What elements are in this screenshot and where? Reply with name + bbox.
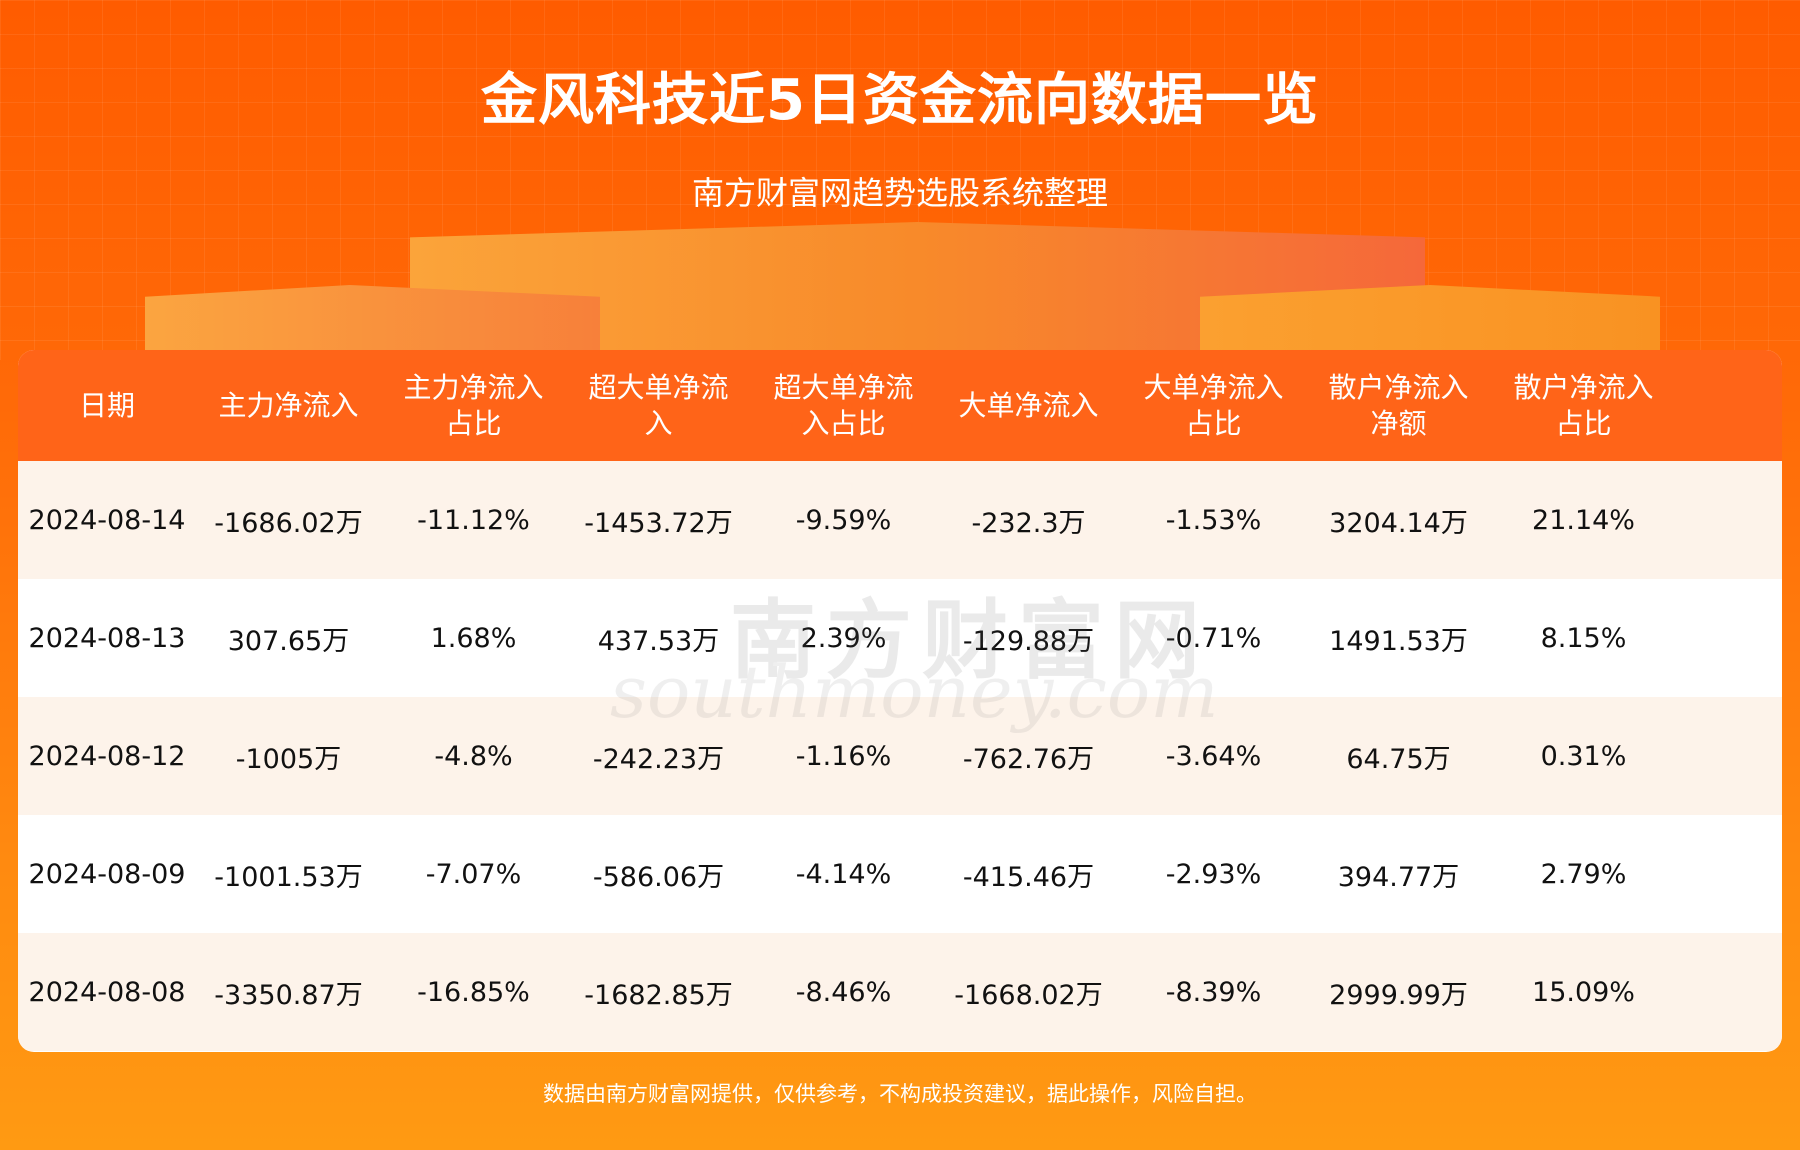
- value-cell: 437.53万: [597, 625, 720, 657]
- value-cell: 2999.99万: [1329, 979, 1468, 1011]
- value-cell: 394.77万: [1337, 861, 1460, 893]
- value-cell: -8.46%: [795, 976, 892, 1008]
- page-title: 金风科技近5日资金流向数据一览: [481, 68, 1319, 133]
- column-header: 散户净流入 净额: [1328, 370, 1469, 440]
- value-cell: 1.68%: [430, 622, 517, 654]
- value-cell: -3.64%: [1165, 740, 1262, 772]
- footer-disclaimer: 数据由南方财富网提供，仅供参考，不构成投资建议，据此操作，风险自担。: [543, 1082, 1257, 1106]
- decor-block-left: [145, 285, 600, 350]
- table-header: 日期 主力净流入 主力净流入 占比 超大单净流 入超大单净流 入占比 大单净流入 大单净流…: [18, 350, 1782, 461]
- column-header: 日期: [78, 388, 135, 422]
- value-cell: 21.14%: [1532, 504, 1635, 536]
- value-cell: -3350.87万: [214, 979, 363, 1011]
- value-cell: -415.46万: [962, 861, 1095, 893]
- column-header: 超大单净流 入: [588, 370, 729, 440]
- value-cell: -242.23万: [592, 743, 725, 775]
- value-cell: 1491.53万: [1329, 625, 1468, 657]
- value-cell: -11.12%: [417, 504, 530, 536]
- value-cell: -1.53%: [1165, 504, 1262, 536]
- value-cell: -1453.72万: [584, 507, 733, 539]
- value-cell: 3204.14万: [1329, 507, 1468, 539]
- value-cell: 307.65万: [227, 625, 350, 657]
- value-cell: 15.09%: [1532, 976, 1635, 1008]
- value-cell: -4.14%: [795, 858, 892, 890]
- table-row: 2024-08-08 -3350.87万 -16.85% -1682.85万 -8.46…: [18, 933, 1782, 1051]
- value-cell: -1668.02万: [954, 979, 1103, 1011]
- value-cell: -0.71%: [1165, 622, 1262, 654]
- value-cell: -4.8%: [434, 740, 513, 772]
- value-cell: -586.06万: [592, 861, 725, 893]
- value-cell: -232.3万: [971, 507, 1086, 539]
- page-subtitle: 南方财富网趋势选股系统整理: [691, 174, 1108, 212]
- value-cell: -16.85%: [417, 976, 530, 1008]
- value-cell: -2.93%: [1165, 858, 1262, 890]
- column-header: 散户净流入 占比: [1513, 370, 1654, 440]
- column-header: 大单净流入: [958, 388, 1099, 422]
- column-header: 主力净流入: [218, 388, 359, 422]
- value-cell: -129.88万: [962, 625, 1095, 657]
- value-cell: 2.79%: [1540, 858, 1627, 890]
- value-cell: 2.39%: [800, 622, 887, 654]
- table-row: 2024-08-09 -1001.53万 -7.07% -586.06万 -4.14% -…: [18, 815, 1782, 933]
- value-cell: -1001.53万: [214, 861, 363, 893]
- decor-block-right: [1200, 285, 1660, 350]
- date-cell: 2024-08-12: [28, 740, 186, 772]
- value-cell: -1686.02万: [214, 507, 363, 539]
- value-cell: -8.39%: [1165, 976, 1262, 1008]
- fund-flow-table: 日期 主力净流入 主力净流入 占比 超大单净流 入超大单净流 入占比 大单净流入 大单净流…: [18, 350, 1782, 1052]
- value-cell: -7.07%: [425, 858, 522, 890]
- value-cell: -1.16%: [795, 740, 892, 772]
- value-cell: 0.31%: [1540, 740, 1627, 772]
- column-header: 超大单净流 入占比: [773, 370, 914, 440]
- table-body: 2024-08-14 -1686.02万 -11.12% -1453.72万 -9.59…: [18, 461, 1782, 1051]
- value-cell: -1005万: [235, 743, 342, 775]
- table-row: 2024-08-13 307.65万 1.68% 437.53万 2.39% -129.8…: [18, 579, 1782, 697]
- table-row: 2024-08-14 -1686.02万 -11.12% -1453.72万 -9.59…: [18, 461, 1782, 579]
- value-cell: 64.75万: [1346, 743, 1451, 775]
- table-row: 2024-08-12 -1005万 -4.8% -242.23万 -1.16% -762.…: [18, 697, 1782, 815]
- column-header: 大单净流入 占比: [1143, 370, 1284, 440]
- value-cell: 8.15%: [1540, 622, 1627, 654]
- date-cell: 2024-08-08: [28, 976, 186, 1008]
- value-cell: -9.59%: [795, 504, 892, 536]
- date-cell: 2024-08-14: [28, 504, 186, 536]
- date-cell: 2024-08-09: [28, 858, 186, 890]
- value-cell: -1682.85万: [584, 979, 733, 1011]
- date-cell: 2024-08-13: [28, 622, 186, 654]
- value-cell: -762.76万: [962, 743, 1095, 775]
- column-header: 主力净流入 占比: [403, 370, 544, 440]
